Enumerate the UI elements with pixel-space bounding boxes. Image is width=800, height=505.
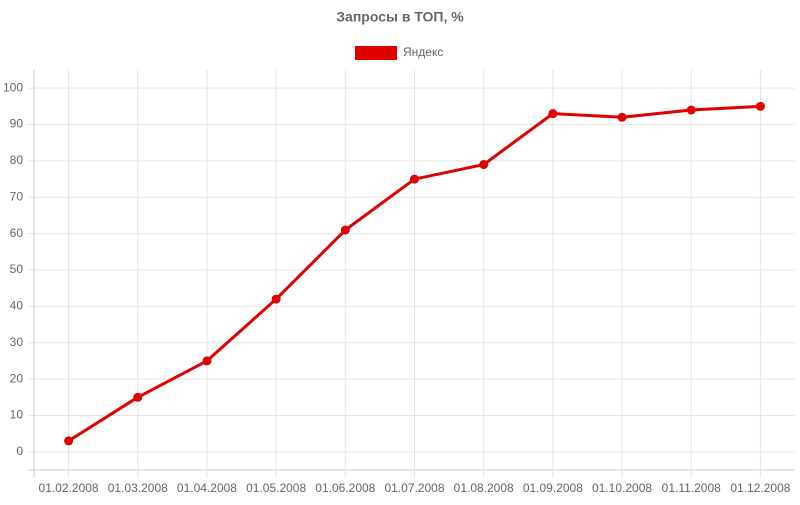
y-tick-label: 90 [10,117,24,131]
y-tick-label: 80 [10,153,24,167]
point [271,294,281,304]
x-tick-label: 01.07.2008 [384,481,444,495]
x-tick-label: 01.06.2008 [315,481,375,495]
x-tick-label: 01.10.2008 [592,481,652,495]
point [755,101,765,111]
point [133,392,143,402]
x-tick-label: 01.08.2008 [454,481,514,495]
y-tick-label: 50 [10,262,24,276]
y-tick-label: 40 [10,299,24,313]
y-tick-label: 100 [3,80,23,94]
y-tick-label: 60 [10,226,24,240]
point [64,436,74,446]
y-tick-label: 0 [16,444,23,458]
x-tick-label: 01.04.2008 [177,481,237,495]
x-tick-label: 01.02.2008 [39,481,99,495]
point [617,112,627,122]
point [202,356,212,366]
point [410,174,419,184]
point [548,109,558,119]
point [340,225,350,235]
y-tick-label: 10 [10,408,24,422]
legend-label: Яндекс [403,45,443,59]
point [686,105,696,115]
x-tick-label: 01.09.2008 [523,481,583,495]
x-tick-label: 01.11.2008 [662,481,721,495]
chart-title: Запросы в ТОП, % [336,9,464,25]
x-tick-label: 01.05.2008 [246,481,306,495]
y-tick-label: 70 [10,189,24,203]
x-tick-label: 01.12.2008 [730,481,790,495]
x-tick-label: 01.03.2008 [108,481,168,495]
legend-swatch [355,46,397,60]
point [479,160,489,170]
y-tick-label: 20 [10,371,24,385]
y-tick-label: 30 [10,335,24,349]
